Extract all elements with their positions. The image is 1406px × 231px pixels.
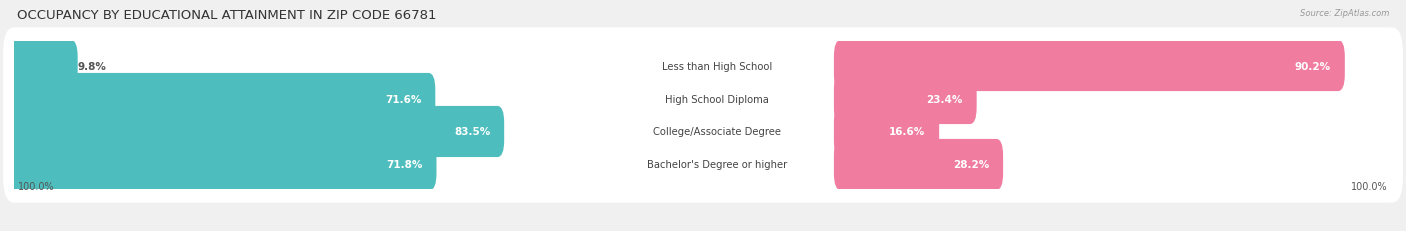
Text: 9.8%: 9.8% (77, 61, 107, 71)
Text: 71.8%: 71.8% (387, 160, 423, 170)
FancyBboxPatch shape (7, 106, 505, 157)
FancyBboxPatch shape (7, 74, 436, 125)
FancyBboxPatch shape (834, 41, 1344, 92)
Text: Less than High School: Less than High School (662, 61, 772, 71)
Text: Bachelor's Degree or higher: Bachelor's Degree or higher (647, 160, 787, 170)
FancyBboxPatch shape (834, 139, 1002, 190)
FancyBboxPatch shape (3, 94, 1403, 170)
Text: College/Associate Degree: College/Associate Degree (652, 127, 780, 137)
Text: Source: ZipAtlas.com: Source: ZipAtlas.com (1299, 9, 1389, 18)
Text: 16.6%: 16.6% (889, 127, 925, 137)
FancyBboxPatch shape (7, 41, 77, 92)
FancyBboxPatch shape (3, 127, 1403, 203)
Text: 71.6%: 71.6% (385, 94, 422, 104)
FancyBboxPatch shape (834, 106, 939, 157)
Text: 83.5%: 83.5% (454, 127, 491, 137)
FancyBboxPatch shape (7, 139, 436, 190)
Text: 100.0%: 100.0% (18, 181, 55, 191)
FancyBboxPatch shape (3, 61, 1403, 137)
Text: High School Diploma: High School Diploma (665, 94, 769, 104)
Text: 23.4%: 23.4% (927, 94, 963, 104)
FancyBboxPatch shape (834, 74, 977, 125)
FancyBboxPatch shape (3, 28, 1403, 104)
Text: 90.2%: 90.2% (1295, 61, 1331, 71)
Text: 100.0%: 100.0% (1351, 181, 1388, 191)
Text: 28.2%: 28.2% (953, 160, 990, 170)
Legend: Owner-occupied, Renter-occupied: Owner-occupied, Renter-occupied (599, 229, 807, 231)
Text: OCCUPANCY BY EDUCATIONAL ATTAINMENT IN ZIP CODE 66781: OCCUPANCY BY EDUCATIONAL ATTAINMENT IN Z… (17, 9, 436, 22)
